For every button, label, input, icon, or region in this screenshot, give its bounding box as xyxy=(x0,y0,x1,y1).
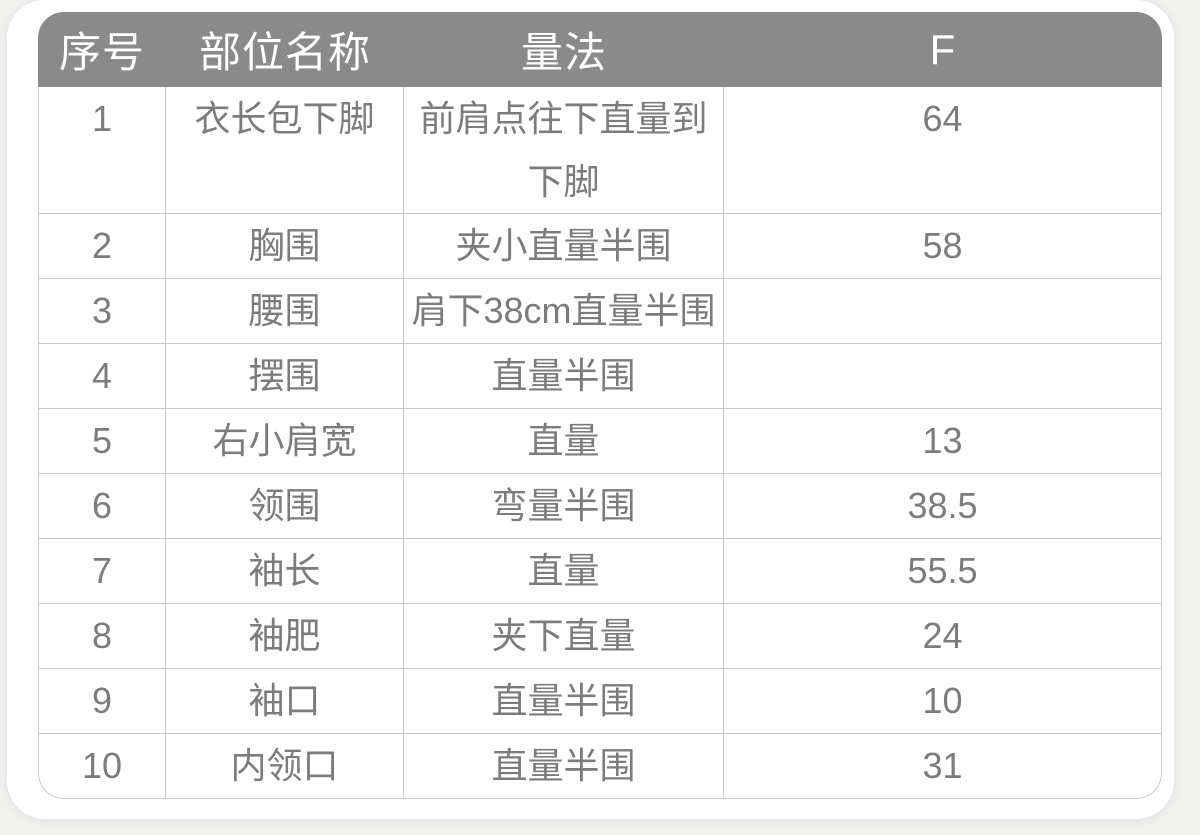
cell-part-name: 摆围 xyxy=(166,344,404,409)
table-row: 2 胸围 夹小直量半围 58 xyxy=(38,214,1162,279)
table-row: 4 摆围 直量半围 xyxy=(38,344,1162,409)
cell-serial: 6 xyxy=(38,474,166,539)
cell-part-name: 袖长 xyxy=(166,539,404,604)
header-col-method: 量法 xyxy=(404,12,724,87)
header-col-part-name: 部位名称 xyxy=(166,12,404,87)
cell-size-f: 64 xyxy=(724,87,1162,214)
cell-part-name: 袖肥 xyxy=(166,604,404,669)
size-table-header: 序号 部位名称 量法 F xyxy=(38,12,1162,87)
cell-serial: 7 xyxy=(38,539,166,604)
cell-size-f xyxy=(724,279,1162,344)
header-col-serial: 序号 xyxy=(38,12,166,87)
table-row: 8 袖肥 夹下直量 24 xyxy=(38,604,1162,669)
table-row: 5 右小肩宽 直量 13 xyxy=(38,409,1162,474)
cell-method: 夹小直量半围 xyxy=(404,214,724,279)
cell-method: 肩下38cm直量半围 xyxy=(404,279,724,344)
table-row: 1 衣长包下脚 前肩点往下直量到下脚 64 xyxy=(38,87,1162,214)
header-col-size-f: F xyxy=(724,12,1162,87)
cell-serial: 5 xyxy=(38,409,166,474)
content-card: 序号 部位名称 量法 F 1 衣长包下脚 前肩点往下直量到下脚 64 2 胸围 … xyxy=(7,0,1174,819)
cell-size-f: 55.5 xyxy=(724,539,1162,604)
cell-size-f: 58 xyxy=(724,214,1162,279)
cell-part-name: 胸围 xyxy=(166,214,404,279)
cell-size-f: 10 xyxy=(724,669,1162,734)
cell-method: 夹下直量 xyxy=(404,604,724,669)
cell-part-name: 内领口 xyxy=(166,734,404,799)
cell-size-f: 13 xyxy=(724,409,1162,474)
table-row: 6 领围 弯量半围 38.5 xyxy=(38,474,1162,539)
cell-serial: 8 xyxy=(38,604,166,669)
cell-part-name: 袖口 xyxy=(166,669,404,734)
size-table-body: 1 衣长包下脚 前肩点往下直量到下脚 64 2 胸围 夹小直量半围 58 3 腰… xyxy=(38,87,1162,799)
cell-serial: 10 xyxy=(38,734,166,799)
cell-method: 直量半围 xyxy=(404,669,724,734)
cell-serial: 4 xyxy=(38,344,166,409)
cell-size-f: 31 xyxy=(724,734,1162,799)
cell-serial: 3 xyxy=(38,279,166,344)
cell-part-name: 领围 xyxy=(166,474,404,539)
cell-size-f: 24 xyxy=(724,604,1162,669)
cell-method: 直量半围 xyxy=(404,344,724,409)
cell-part-name: 腰围 xyxy=(166,279,404,344)
cell-serial: 9 xyxy=(38,669,166,734)
size-table-header-row: 序号 部位名称 量法 F xyxy=(38,12,1162,87)
cell-part-name: 衣长包下脚 xyxy=(166,87,404,214)
cell-method: 直量 xyxy=(404,409,724,474)
table-row: 3 腰围 肩下38cm直量半围 xyxy=(38,279,1162,344)
table-row: 10 内领口 直量半围 31 xyxy=(38,734,1162,799)
cell-size-f xyxy=(724,344,1162,409)
cell-part-name: 右小肩宽 xyxy=(166,409,404,474)
table-row: 9 袖口 直量半围 10 xyxy=(38,669,1162,734)
cell-method: 直量 xyxy=(404,539,724,604)
cell-serial: 1 xyxy=(38,87,166,214)
table-row: 7 袖长 直量 55.5 xyxy=(38,539,1162,604)
cell-serial: 2 xyxy=(38,214,166,279)
size-measurement-table: 序号 部位名称 量法 F 1 衣长包下脚 前肩点往下直量到下脚 64 2 胸围 … xyxy=(38,12,1162,799)
cell-method: 直量半围 xyxy=(404,734,724,799)
cell-method: 前肩点往下直量到下脚 xyxy=(404,87,724,214)
cell-method: 弯量半围 xyxy=(404,474,724,539)
cell-size-f: 38.5 xyxy=(724,474,1162,539)
